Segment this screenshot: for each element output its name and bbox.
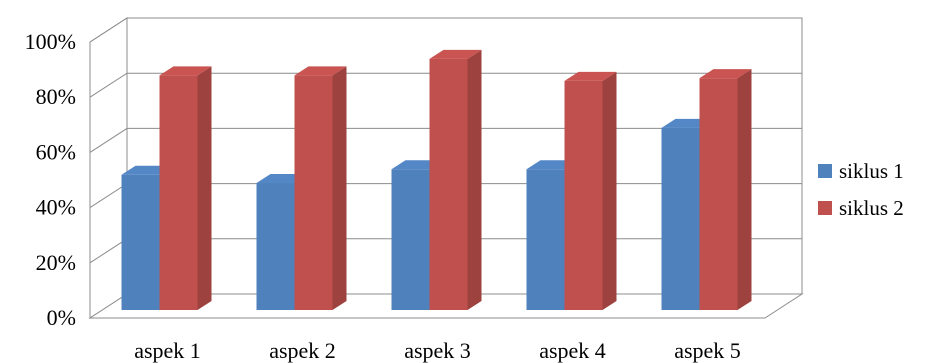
bar-front <box>564 80 603 310</box>
legend-item: siklus 2 <box>818 196 904 220</box>
x-tick-label: aspek 3 <box>404 338 471 363</box>
legend: siklus 1 siklus 2 <box>818 159 904 220</box>
bar-front <box>159 75 198 311</box>
y-tick-label: 100% <box>25 29 76 54</box>
bar <box>699 69 752 310</box>
side-wall <box>89 17 128 319</box>
bar-front <box>699 78 738 310</box>
x-axis-ticks: aspek 1 aspek 2 aspek 3 aspek 4 aspek 5 <box>134 338 741 363</box>
bar-front <box>294 75 333 311</box>
bar-top <box>159 66 212 76</box>
bars <box>121 49 752 311</box>
bar-front <box>256 183 295 310</box>
bar-side <box>467 49 482 311</box>
bar <box>564 71 617 310</box>
bar-front <box>661 127 700 310</box>
y-tick-label: 80% <box>36 84 76 109</box>
legend-swatch <box>818 164 832 178</box>
bar-side <box>197 66 212 311</box>
bar-top <box>564 71 617 81</box>
y-axis-ticks: 0% 20% 40% 60% 80% 100% <box>25 29 76 330</box>
x-tick-label: aspek 5 <box>674 338 741 363</box>
bar-front <box>121 174 160 310</box>
legend-label: siklus 2 <box>839 196 904 220</box>
y-tick-label: 60% <box>36 139 76 164</box>
legend-swatch <box>818 201 832 215</box>
bar <box>159 66 212 311</box>
bar-top <box>429 49 482 59</box>
bar <box>429 49 482 311</box>
gridline <box>89 17 802 43</box>
y-tick-label: 20% <box>36 250 76 275</box>
bar-side <box>602 71 617 310</box>
legend-label: siklus 1 <box>839 159 904 183</box>
bar-front <box>526 169 565 310</box>
bar-front <box>391 169 430 310</box>
x-tick-label: aspek 1 <box>134 338 201 363</box>
bar <box>294 66 347 311</box>
bar-side <box>332 66 347 311</box>
x-tick-label: aspek 2 <box>269 338 336 363</box>
bar-side <box>737 69 752 310</box>
y-tick-label: 40% <box>36 195 76 220</box>
bar-front <box>429 58 468 311</box>
bar-top <box>699 69 752 79</box>
y-tick-label: 0% <box>47 305 76 330</box>
bar-top <box>294 66 347 76</box>
x-tick-label: aspek 4 <box>539 338 606 363</box>
legend-item: siklus 1 <box>818 159 904 183</box>
